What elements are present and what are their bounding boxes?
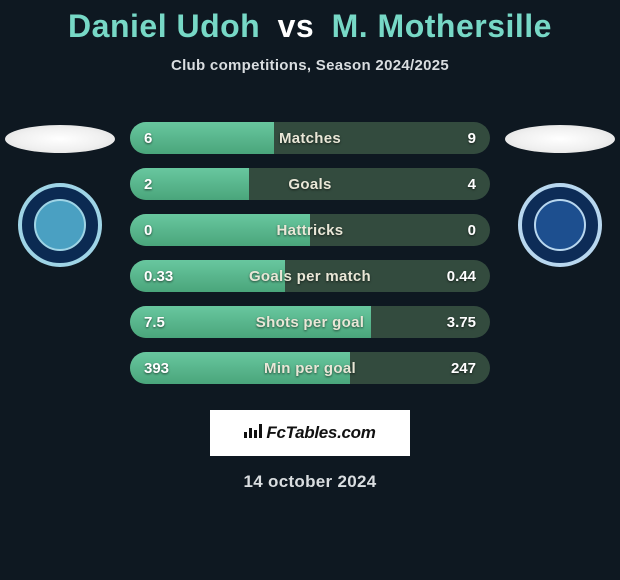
watermark-label: FcTables.com	[266, 423, 375, 442]
comparison-date: 14 october 2024	[0, 472, 620, 492]
left-club-column	[0, 125, 120, 267]
stat-label: Goals per match	[130, 260, 490, 292]
comparison-title: Daniel Udoh vs M. Mothersille	[0, 0, 620, 45]
stat-row: 24Goals	[130, 168, 490, 200]
stat-label: Matches	[130, 122, 490, 154]
stat-label: Goals	[130, 168, 490, 200]
right-club-column	[500, 125, 620, 267]
vs-text: vs	[278, 8, 315, 44]
stat-row: 69Matches	[130, 122, 490, 154]
subtitle: Club competitions, Season 2024/2025	[0, 57, 620, 74]
player1-name: Daniel Udoh	[68, 8, 260, 44]
right-ellipse-placeholder	[505, 125, 615, 153]
stat-label: Shots per goal	[130, 306, 490, 338]
stat-label: Hattricks	[130, 214, 490, 246]
left-ellipse-placeholder	[5, 125, 115, 153]
fctables-watermark: FcTables.com	[210, 410, 410, 456]
stats-table: 69Matches 24Goals 00Hattricks 0.330.44Goals…	[130, 122, 490, 398]
peterborough-crest-icon	[518, 183, 602, 267]
stat-row: 0.330.44Goals per match	[130, 260, 490, 292]
stat-label: Min per goal	[130, 352, 490, 384]
player2-name: M. Mothersille	[332, 8, 552, 44]
stat-row: 00Hattricks	[130, 214, 490, 246]
wycombe-crest-icon	[18, 183, 102, 267]
chart-icon	[244, 423, 262, 443]
stat-row: 393247Min per goal	[130, 352, 490, 384]
stat-row: 7.53.75Shots per goal	[130, 306, 490, 338]
watermark-text: FcTables.com	[244, 423, 375, 443]
